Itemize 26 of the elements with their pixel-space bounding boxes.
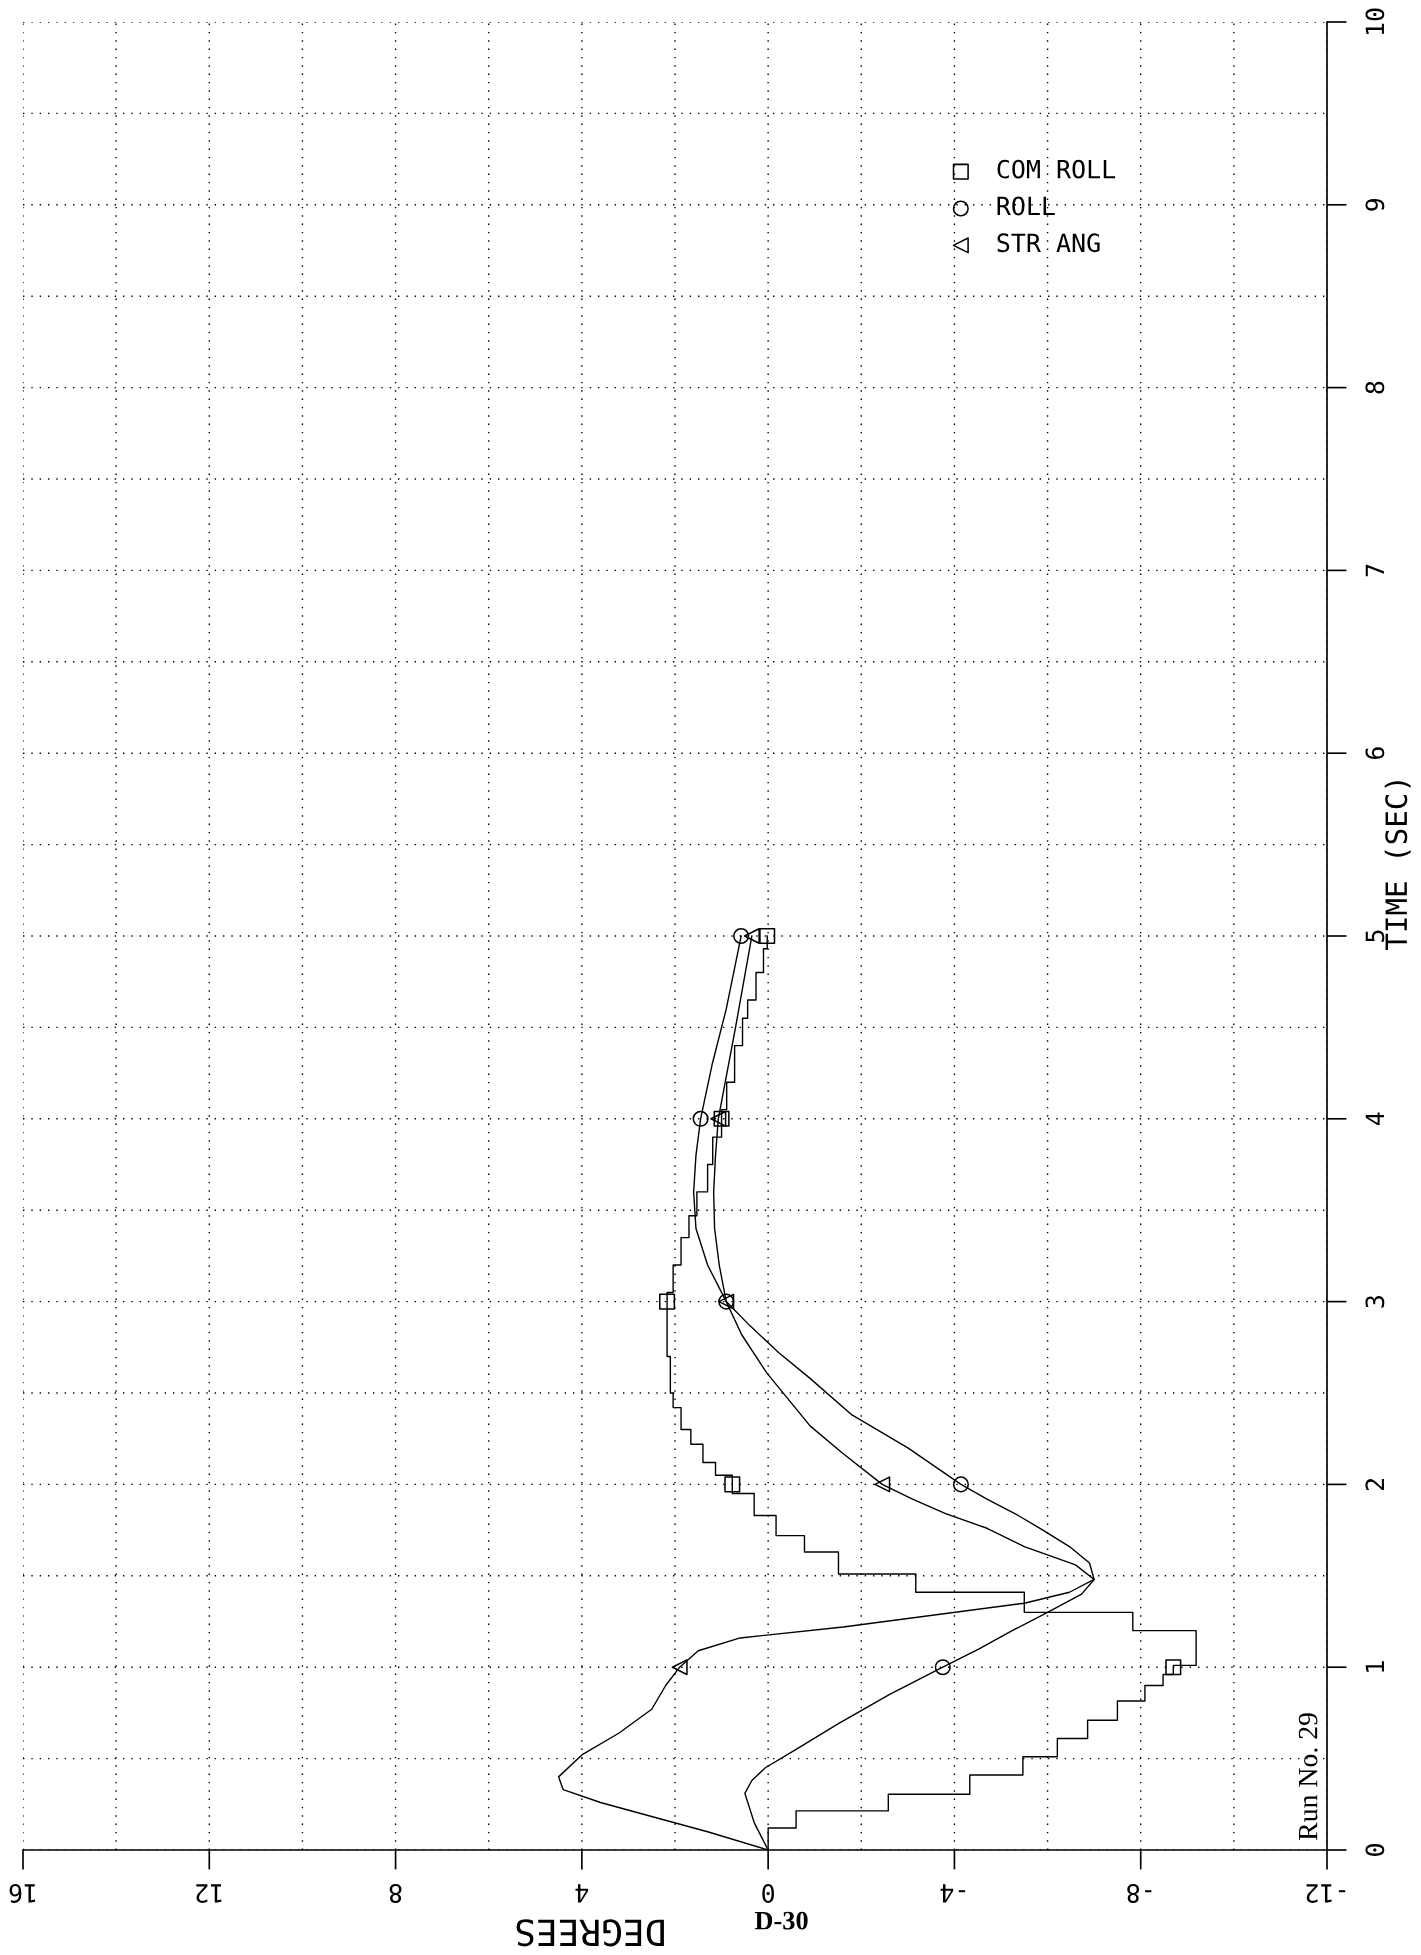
y-tick-label: 8 — [1365, 381, 1385, 394]
x-tick-label: 12 — [196, 1884, 222, 1903]
y-tick-label: 2 — [1365, 1479, 1384, 1491]
y-tick-label: 4 — [1365, 1112, 1384, 1126]
y-axis-title: TIME (SEC) — [1384, 781, 1411, 951]
legend-label: ROLL — [997, 196, 1055, 216]
x-tick-label: 0 — [762, 1884, 775, 1903]
y-tick-label: 0 — [1365, 1844, 1385, 1856]
legend-label: STR ANG — [997, 233, 1100, 253]
y-tick-label: 1 — [1365, 1661, 1384, 1672]
annotation: Run No. 29 — [1298, 1713, 1318, 1841]
x-tick-label: 8 — [389, 1884, 402, 1903]
y-tick-label: 7 — [1365, 564, 1384, 577]
y-tick-label: 9 — [1365, 198, 1385, 211]
x-tick-label: -8 — [1127, 1884, 1152, 1903]
y-tick-label: 6 — [1365, 747, 1385, 760]
x-axis-title: DEGREES — [516, 1919, 664, 1947]
x-tick-label: -4 — [940, 1884, 966, 1903]
x-tick-label: 16 — [9, 1884, 36, 1903]
x-tick-label: -12 — [1306, 1884, 1346, 1903]
text: D-30 — [754, 1911, 808, 1930]
y-tick-label: 10 — [1365, 8, 1385, 35]
legend-label: COM ROLL — [997, 159, 1116, 179]
y-tick-label: 5 — [1365, 930, 1385, 942]
x-tick-label: 4 — [575, 1884, 589, 1903]
y-tick-label: 3 — [1365, 1295, 1385, 1308]
